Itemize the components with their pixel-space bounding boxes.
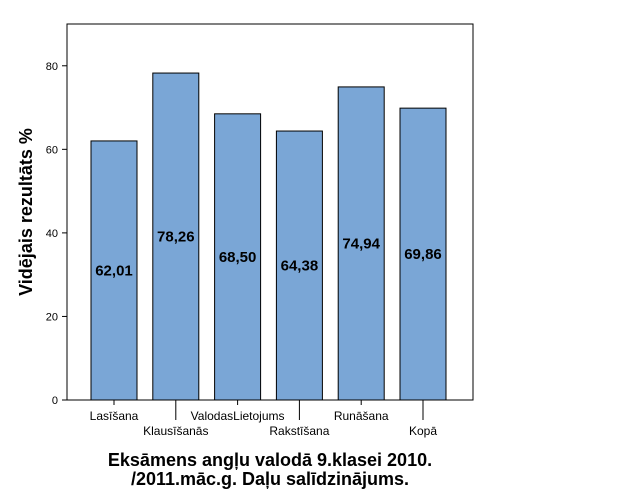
bar-data-label: 74,94 [342,235,380,252]
y-tick-label: 0 [52,395,58,407]
bar-data-label: 68,50 [219,249,257,266]
bar-data-label: 69,86 [404,246,442,263]
x-category-label: Kopā [409,424,437,438]
bar [214,113,262,401]
bars-layer: 62,01 78,26 68,50 64,38 74,94 69,86 [90,72,447,401]
bar [337,86,385,401]
bar [90,140,138,401]
y-tick-label: 80 [46,61,58,73]
y-tick-label: 40 [46,228,58,240]
bar [152,72,200,401]
y-axis-title: Vidējais rezultāts % [16,128,36,296]
x-category-label: ValodasLietojums [191,409,285,423]
x-axis: Lasīšana KlausīšanāsValodasLietojumsRakst… [90,400,437,438]
bar [275,130,323,401]
chart-title-line-2: /2011.māc.g. Daļu salīdzinājums. [131,469,409,489]
chart-title-line-1: Eksāmens angļu valodā 9.klasei 2010. [108,450,432,470]
bar-data-label: 64,38 [281,258,319,275]
bar [399,107,447,401]
y-tick-label: 60 [46,144,58,156]
bar-data-label: 78,26 [157,229,195,246]
x-category-label: Runāšana [334,409,389,423]
x-category-label: Klausīšanās [143,424,208,438]
x-category-label: Lasīšana [90,409,139,423]
y-tick-label: 20 [46,311,58,323]
x-category-label: Rakstīšana [269,424,329,438]
bar-data-label: 62,01 [95,262,133,279]
y-axis: 0 20 40 60 80 [46,61,67,407]
